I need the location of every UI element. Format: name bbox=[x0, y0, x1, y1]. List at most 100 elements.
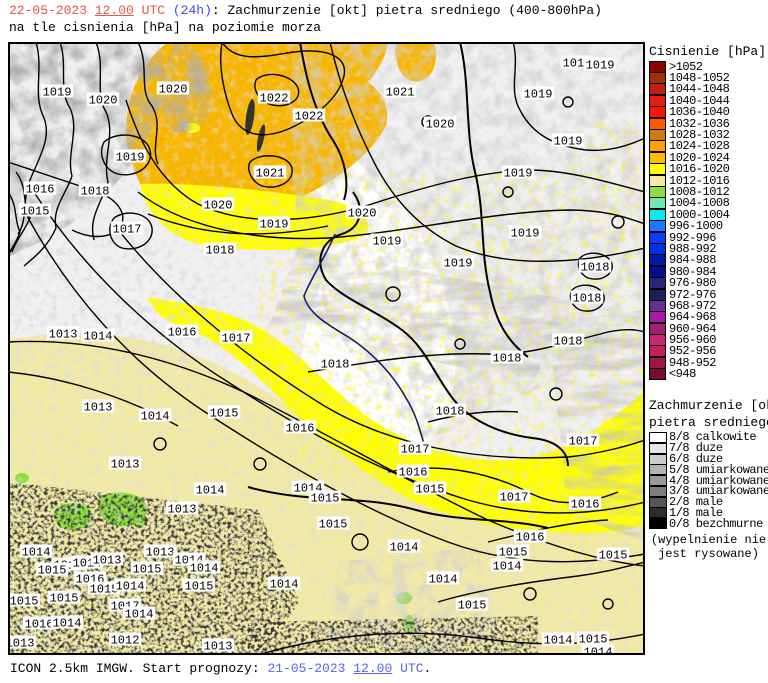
pressure-legend-entry: >1052 bbox=[649, 59, 767, 74]
isobar-label-box bbox=[78, 183, 112, 197]
isobar-label-box bbox=[496, 544, 530, 558]
isobar-label-box bbox=[423, 116, 457, 130]
isobar-label-box bbox=[187, 560, 221, 574]
isobar-label: 1022 bbox=[295, 110, 324, 124]
isobar-label-box bbox=[130, 561, 164, 575]
isobar-label: 1014 bbox=[84, 330, 113, 344]
isobar-label: 1019 bbox=[524, 88, 553, 102]
isobar-label: 1014 bbox=[53, 617, 82, 631]
pressure-range-label: 1024-1028 bbox=[669, 139, 730, 154]
cloud-color-swatch bbox=[649, 453, 667, 465]
isobar-label-box bbox=[193, 482, 227, 496]
isobar-label-box bbox=[521, 86, 555, 100]
isobar-label-box bbox=[308, 490, 342, 504]
isobar-label: 1022 bbox=[260, 92, 289, 106]
cloud-color-swatch bbox=[649, 496, 667, 508]
isobar-label: 1012 bbox=[111, 634, 140, 648]
isobar-label: 1018 bbox=[436, 405, 465, 419]
note-line1: (wypelnienie nie bbox=[650, 533, 767, 548]
isobar-label: 1015 bbox=[599, 549, 628, 563]
isobar-label: 1014 bbox=[116, 580, 145, 594]
isobar-label: 1016 bbox=[168, 326, 197, 340]
pressure-color-swatch bbox=[649, 208, 666, 221]
isobar-label: 1015 bbox=[319, 518, 348, 532]
cloud-okta-label: 4/8 umiarkowane bbox=[669, 473, 768, 488]
cloud-color-swatch bbox=[649, 464, 667, 476]
pressure-range-label: 976-980 bbox=[669, 276, 716, 291]
isobar-label: 1016 bbox=[516, 531, 545, 545]
isobar-label: 1014 bbox=[125, 608, 154, 622]
pressure-range-label: 1016-1020 bbox=[669, 162, 730, 177]
pressure-color-swatch bbox=[649, 60, 666, 73]
isobar-label: 1015 bbox=[579, 633, 608, 647]
pressure-legend-entry: 1000-1004 bbox=[649, 208, 767, 222]
pressure-color-swatch bbox=[649, 254, 666, 267]
pressure-legend-entry: 964-968 bbox=[649, 310, 767, 324]
pressure-range-label: 1048-1052 bbox=[669, 71, 730, 86]
isobar-label-box bbox=[201, 638, 235, 652]
isobar-label-box bbox=[396, 464, 430, 478]
pressure-color-swatch bbox=[649, 242, 666, 255]
isobar-label: 1018 bbox=[321, 358, 350, 372]
forecast-valid-date: 22-05-2023 12.00 UTC (24h): Zachmurzenie… bbox=[9, 3, 602, 18]
cloud-okta-label: 3/8 umiarkowane bbox=[669, 484, 768, 499]
isobar-label-box bbox=[570, 290, 604, 304]
isobar-label: 1014 bbox=[544, 634, 573, 648]
isobar-label: 1020 bbox=[89, 94, 118, 108]
isobar-label: 1018 bbox=[581, 261, 610, 275]
pressure-range-label: 984-988 bbox=[669, 253, 716, 268]
isobar-label-box bbox=[292, 108, 326, 122]
isobar-label-box bbox=[35, 562, 69, 576]
pressure-color-swatch bbox=[649, 356, 666, 369]
isobar-label-box bbox=[122, 606, 156, 620]
isobar-label-box bbox=[207, 405, 241, 419]
pressure-legend-entry: 1004-1008 bbox=[649, 196, 767, 210]
isobar-label-box bbox=[316, 516, 350, 530]
isobar-label-box bbox=[46, 326, 80, 340]
isobar-label-box bbox=[551, 333, 585, 347]
pressure-color-swatch bbox=[649, 345, 666, 358]
lake-shape bbox=[245, 99, 255, 135]
caption-period: . bbox=[423, 661, 432, 676]
title-line2: na tle cisnienia [hPa] na poziomie morza bbox=[9, 20, 322, 35]
pressure-legend-entry: 992-996 bbox=[649, 230, 767, 245]
cloud-color-swatch bbox=[649, 507, 667, 519]
isobar-label-box bbox=[47, 590, 81, 604]
pressure-legend-entry: 1040-1044 bbox=[649, 94, 767, 108]
isobar-label-box bbox=[426, 571, 460, 585]
isobar-label-box bbox=[253, 165, 287, 179]
isobar-label-box bbox=[165, 501, 199, 515]
pressure-legend-entry: 956-960 bbox=[649, 333, 767, 347]
pressure-color-swatch bbox=[649, 186, 666, 198]
isobar-label: 1014 bbox=[22, 546, 51, 560]
cloud-legend-entry: 3/8 umiarkowane bbox=[649, 484, 768, 499]
isobar-label-box bbox=[576, 631, 610, 645]
isobar-label-box bbox=[110, 221, 144, 235]
pressure-range-label: 968-972 bbox=[669, 298, 716, 313]
isobar-label: 1019 bbox=[260, 218, 289, 232]
isobar-label-box bbox=[283, 420, 317, 434]
isobar-label: 1020 bbox=[426, 118, 455, 132]
cloud-legend-title: Zachmurzenie [okt] bbox=[649, 398, 768, 413]
pressure-range-label: >1052 bbox=[669, 59, 703, 74]
isobar-label-box bbox=[398, 441, 432, 455]
isobar-label: 1017 bbox=[500, 491, 529, 505]
yellow-speckle-right bbox=[568, 122, 645, 562]
isobar-label-box bbox=[108, 456, 142, 470]
pressure-range-label: 1012-1016 bbox=[669, 173, 730, 188]
pressure-color-swatch bbox=[649, 129, 666, 142]
pressure-range-label: 960-964 bbox=[669, 321, 716, 336]
isobar-label: 1013 bbox=[8, 637, 34, 651]
pressure-legend-entry: 952-956 bbox=[649, 344, 767, 358]
isobar-label: 1014 bbox=[493, 560, 522, 574]
cloud-legend-entry: 8/8 calkowite bbox=[649, 430, 768, 444]
valid-date: 22-05-2023 bbox=[9, 3, 95, 18]
isobar-label: 1014 bbox=[141, 410, 170, 424]
cloud-okta-label: 1/8 male bbox=[669, 505, 723, 520]
note-line2: jest rysowane) bbox=[658, 547, 759, 562]
isobar-label-box bbox=[513, 529, 547, 543]
pressure-range-label: 992-996 bbox=[669, 230, 716, 245]
isobar-label: 1015 bbox=[185, 580, 214, 594]
isobar-label-box bbox=[203, 242, 237, 256]
pressure-legend-entry: 976-980 bbox=[649, 276, 767, 291]
